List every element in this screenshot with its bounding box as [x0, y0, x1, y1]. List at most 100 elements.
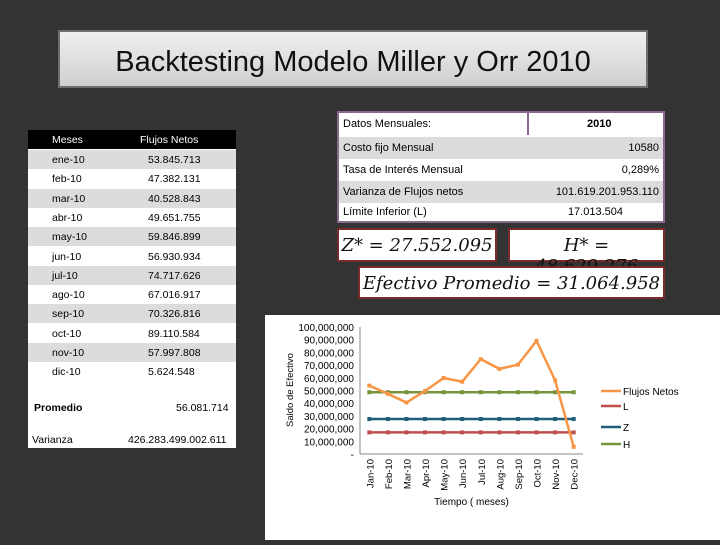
flow-cell: 56.930.934 [148, 250, 201, 263]
flow-cell: 89.110.584 [148, 327, 200, 340]
flow-cell: 53.845.713 [148, 154, 201, 166]
cash-balance-chart: - 10,000,000 20,000,000 30,000,000 40,000,00… [265, 315, 720, 540]
x-tick-label: Dec-10 [570, 459, 581, 490]
y-tick-label: 50,000,000 [304, 387, 354, 398]
month-cell: abr-10 [52, 211, 83, 224]
efectivo-promedio-formula: Efectivo Promedio = 31.064.958 [362, 273, 661, 294]
params-header-year: 2010 [587, 118, 612, 130]
z-star-formula: Z* = 27.552.095 [341, 235, 493, 256]
data-point [385, 430, 390, 435]
data-point [460, 430, 465, 435]
data-point [404, 417, 409, 422]
data-point [441, 430, 446, 435]
y-tick-label: 90,000,000 [304, 336, 354, 347]
data-point [497, 366, 502, 371]
promedio-row: Promedio 56.081.714 [28, 398, 236, 418]
data-point [497, 417, 502, 422]
x-tick-label: Oct-10 [533, 459, 544, 488]
data-point [534, 430, 539, 435]
param-value: 17.013.504 [567, 206, 623, 218]
data-point [441, 375, 446, 380]
data-point [534, 390, 539, 395]
month-cell: ene-10 [52, 154, 85, 166]
month-cell: ago-10 [52, 289, 85, 302]
flow-cell: 49.651.755 [148, 211, 201, 224]
month-cell: dic-10 [52, 366, 81, 379]
param-label: Costo fijo Mensual [343, 142, 434, 154]
data-point [460, 390, 465, 395]
data-point [385, 417, 390, 422]
y-tick-label: 10,000,000 [304, 437, 354, 448]
y-tick-label: 60,000,000 [304, 374, 354, 385]
data-point [367, 390, 372, 395]
data-point [497, 390, 502, 395]
monthly-flows-table: Meses Flujos Netos Promedio 56.081.714 V… [28, 130, 236, 448]
title-banner: Backtesting Modelo Miller y Orr 2010 [58, 30, 648, 88]
month-cell: oct-10 [52, 327, 82, 340]
param-label: Tasa de Interés Mensual [343, 164, 463, 176]
param-value: 10580 [628, 142, 659, 154]
month-cell: nov-10 [52, 347, 85, 359]
promedio-label: Promedio [34, 402, 83, 414]
param-value: 101.619.201.953.110 [555, 186, 659, 198]
data-point [423, 430, 428, 435]
table-row: feb-10 47.382.131 [28, 169, 236, 188]
y-tick-label: - [351, 450, 354, 461]
data-point [367, 430, 372, 435]
param-label: Varianza de Flujos netos [343, 186, 464, 198]
series-line-flujos-netos [368, 338, 575, 448]
table-row: oct-10 89.110.584 [28, 324, 236, 343]
table-row: nov-10 57.997.808 [28, 343, 236, 362]
y-tick-label: 80,000,000 [304, 348, 354, 359]
data-point [404, 430, 409, 435]
table-row: dic-10 5.624.548 [28, 362, 236, 381]
params-row: Costo fijo Mensual 10580 [339, 137, 663, 159]
data-point [534, 417, 539, 422]
promedio-value: 56.081.714 [176, 402, 229, 414]
data-point [553, 390, 558, 395]
data-point [460, 379, 465, 384]
data-point [571, 417, 576, 422]
params-row: Tasa de Interés Mensual 0,289% [339, 159, 663, 181]
legend-label: H [623, 440, 630, 451]
month-cell: jul-10 [52, 269, 78, 282]
varianza-row: Varianza 426.283.499.002.611 [28, 432, 236, 448]
data-point [404, 390, 409, 395]
efectivo-promedio-box: Efectivo Promedio = 31.064.958 [358, 266, 665, 299]
x-tick-label: Jan-10 [365, 459, 376, 488]
legend-label: Flujos Netos [623, 387, 679, 398]
param-value: 0,289% [621, 164, 659, 176]
x-tick-label: Feb-10 [384, 459, 395, 489]
x-tick-label: Aug-10 [495, 459, 506, 490]
y-tick-label: 100,000,000 [298, 323, 354, 334]
data-point [515, 362, 520, 367]
data-point [534, 338, 539, 343]
month-cell: mar-10 [52, 192, 86, 205]
table-row: jun-10 56.930.934 [28, 247, 236, 266]
y-tick-label: 20,000,000 [304, 425, 354, 436]
x-tick-label: May-10 [440, 459, 451, 491]
param-label: Límite Inferior (L) [343, 206, 427, 218]
data-point [441, 417, 446, 422]
params-row: Límite Inferior (L) 17.013.504 [339, 203, 663, 221]
data-point [515, 390, 520, 395]
data-point [515, 417, 520, 422]
varianza-label: Varianza [32, 434, 73, 446]
data-point [478, 430, 483, 435]
params-header-label: Datos Mensuales: [343, 118, 432, 130]
h-star-box: H* = 48.629.276 [508, 228, 665, 277]
data-point [571, 430, 576, 435]
table-row: ago-10 67.016.917 [28, 285, 236, 304]
data-point [515, 430, 520, 435]
params-header-row: Datos Mensuales: 2010 [339, 113, 663, 135]
params-row: Varianza de Flujos netos 101.619.201.953… [339, 181, 663, 203]
data-point [553, 430, 558, 435]
data-point [404, 400, 409, 405]
y-tick-label: 40,000,000 [304, 399, 354, 410]
month-cell: jun-10 [52, 250, 82, 263]
x-tick-label: Jul-10 [477, 459, 488, 485]
month-cell: feb-10 [52, 173, 82, 186]
data-point [367, 417, 372, 422]
data-point [571, 444, 576, 449]
